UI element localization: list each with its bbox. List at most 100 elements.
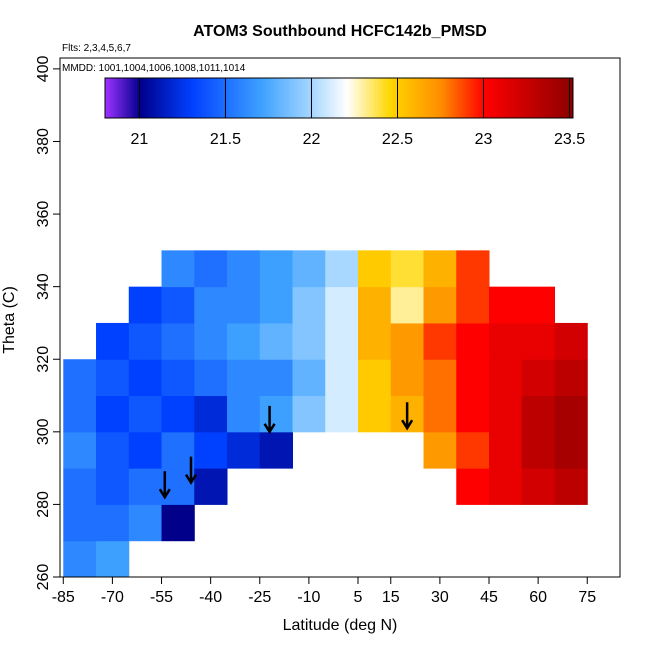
colorbar-slice xyxy=(463,78,466,118)
colorbar-slice xyxy=(209,78,212,118)
heat-cell xyxy=(194,286,228,324)
heat-cell xyxy=(358,286,392,324)
colorbar-slice xyxy=(303,78,306,118)
heat-cell xyxy=(128,395,163,433)
colorbar-slice xyxy=(361,78,364,118)
colorbar-slice xyxy=(531,78,534,118)
heat-cell xyxy=(554,395,588,433)
colorbar-slice xyxy=(443,78,446,118)
colorbar-slice xyxy=(433,78,436,118)
colorbar-slice xyxy=(287,78,290,118)
colorbar-slice xyxy=(285,78,288,118)
colorbar-tick-label: 21.5 xyxy=(210,131,241,148)
x-tick-label: 75 xyxy=(578,589,596,606)
colorbar-slice xyxy=(377,78,380,118)
heat-cell xyxy=(227,286,261,324)
heat-cell xyxy=(489,395,523,433)
colorbar-slice xyxy=(279,78,282,118)
colorbar-slice xyxy=(425,78,428,118)
colorbar-slice xyxy=(281,78,284,118)
colorbar-slice xyxy=(385,78,388,118)
heat-cell xyxy=(259,322,294,360)
heat-cell xyxy=(325,322,359,360)
y-tick-label: 260 xyxy=(35,564,52,591)
colorbar-slice xyxy=(317,78,320,118)
heat-cell xyxy=(128,359,163,397)
colorbar-slice xyxy=(265,78,268,118)
heat-cell xyxy=(194,359,228,397)
heat-cell xyxy=(161,359,195,397)
colorbar-slice xyxy=(169,78,172,118)
heat-cell xyxy=(227,359,261,397)
heat-cell xyxy=(325,359,359,397)
heat-cell xyxy=(489,431,523,469)
colorbar-slice xyxy=(259,78,262,118)
colorbar-slice xyxy=(189,78,192,118)
colorbar-slice xyxy=(339,78,342,118)
x-tick-label: -10 xyxy=(297,589,320,606)
colorbar-slice xyxy=(133,78,136,118)
colorbar-slice xyxy=(225,78,228,118)
colorbar-slice xyxy=(563,78,566,118)
colorbar-slice xyxy=(499,78,502,118)
heat-cell xyxy=(292,250,326,288)
heat-cell xyxy=(96,431,130,469)
chart-title: ATOM3 Southbound HCFC142b_PMSD xyxy=(193,23,487,40)
colorbar-slice xyxy=(349,78,352,118)
colorbar-slice xyxy=(355,78,358,118)
colorbar-slice xyxy=(191,78,194,118)
colorbar-slice xyxy=(211,78,214,118)
heat-cell xyxy=(63,395,97,433)
heat-cell xyxy=(161,431,195,469)
heat-cell xyxy=(325,395,359,433)
colorbar-slice xyxy=(245,78,248,118)
heat-cell xyxy=(259,359,294,397)
heat-cell xyxy=(489,359,523,397)
colorbar-slice xyxy=(157,78,160,118)
colorbar-slice xyxy=(489,78,492,118)
colorbar-slice xyxy=(321,78,324,118)
colorbar-slice xyxy=(505,78,508,118)
colorbar-slice xyxy=(565,78,568,118)
heat-cell xyxy=(63,540,97,578)
heat-cell xyxy=(128,504,163,542)
colorbar-slice xyxy=(523,78,526,118)
colorbar-slice xyxy=(207,78,210,118)
colorbar-slice xyxy=(269,78,272,118)
heat-cell xyxy=(358,322,392,360)
x-tick-label: 60 xyxy=(529,589,547,606)
colorbar-slice xyxy=(567,78,570,118)
colorbar-slice xyxy=(515,78,518,118)
colorbar-slice xyxy=(397,78,400,118)
heat-cell xyxy=(456,395,490,433)
colorbar-slice xyxy=(255,78,258,118)
colorbar-slice xyxy=(141,78,144,118)
heat-cell xyxy=(96,359,130,397)
heat-cell xyxy=(489,322,523,360)
colorbar-slice xyxy=(173,78,176,118)
heat-cell xyxy=(128,431,163,469)
colorbar-slice xyxy=(315,78,318,118)
colorbar-slice xyxy=(229,78,232,118)
colorbar-slice xyxy=(525,78,528,118)
colorbar-slice xyxy=(537,78,540,118)
colorbar-slice xyxy=(429,78,432,118)
colorbar-slice xyxy=(347,78,350,118)
arrow xyxy=(263,405,276,435)
colorbar-slice xyxy=(509,78,512,118)
colorbar-slice xyxy=(451,78,454,118)
colorbar-slice xyxy=(401,78,404,118)
heat-cell xyxy=(227,431,261,469)
colorbar-slice xyxy=(345,78,348,118)
colorbar-slice xyxy=(527,78,530,118)
heat-cell xyxy=(161,468,195,505)
heat-cell xyxy=(96,468,130,505)
colorbar-slice xyxy=(203,78,206,118)
colorbar-slice xyxy=(271,78,274,118)
colorbar-slice xyxy=(235,78,238,118)
colorbar-slice xyxy=(467,78,470,118)
heat-cell xyxy=(161,504,195,542)
colorbar-slice xyxy=(175,78,178,118)
colorbar-slice xyxy=(221,78,224,118)
